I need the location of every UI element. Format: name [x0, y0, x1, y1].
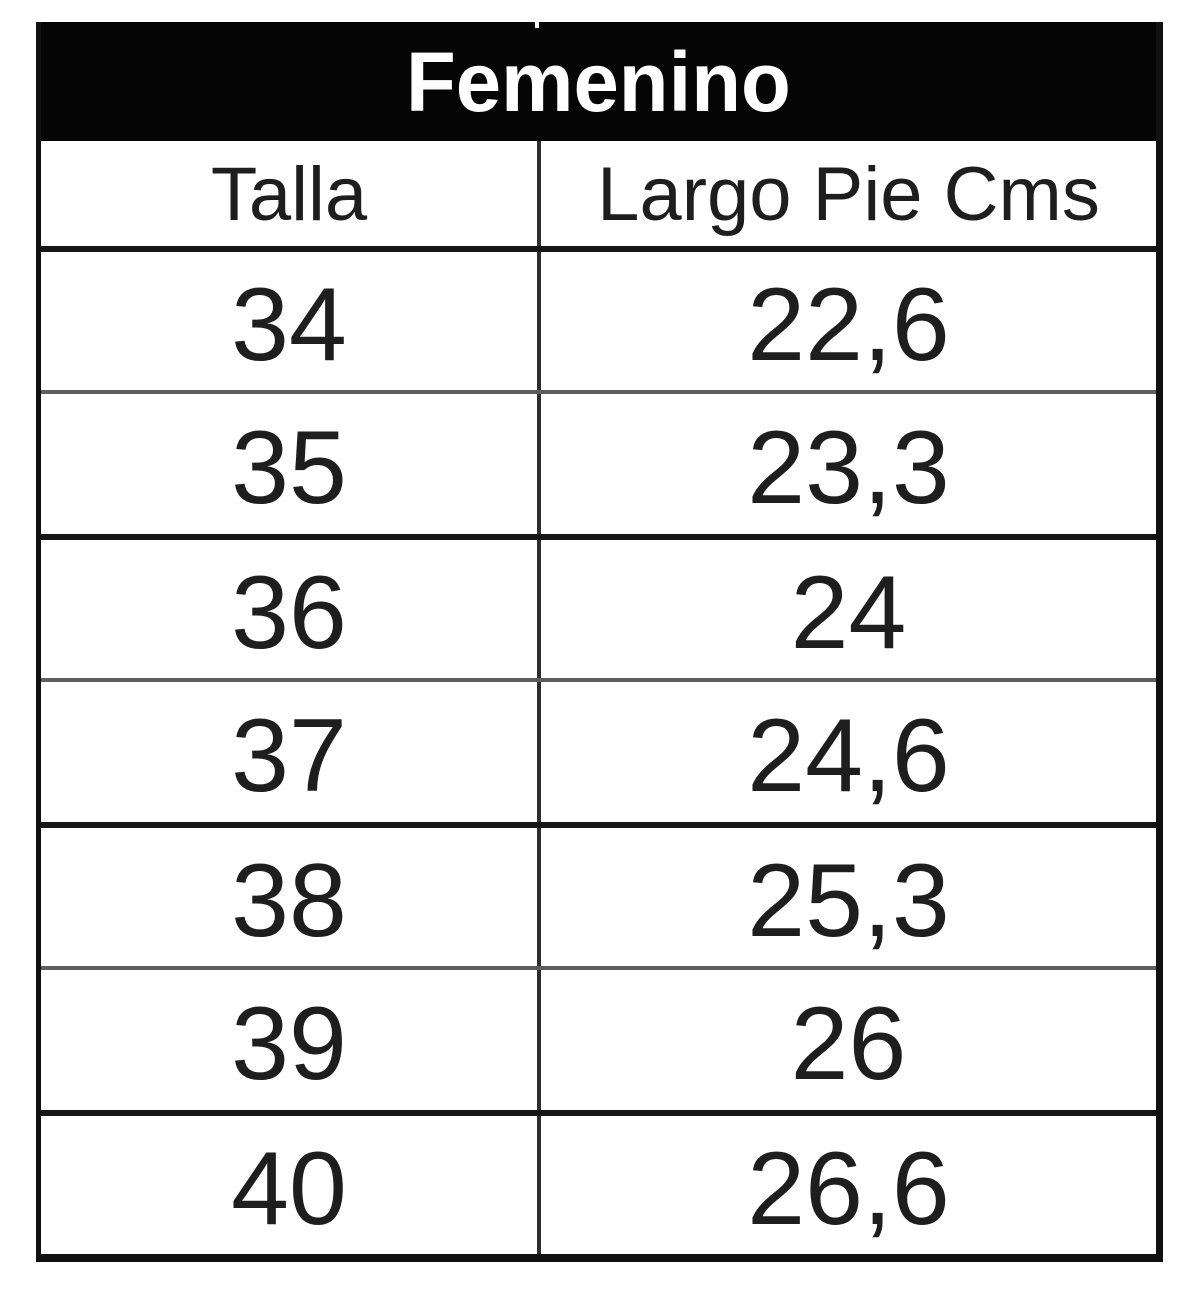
talla-cell: 35 [41, 394, 541, 534]
largo-pie-cms-cell: 26,6 [747, 1131, 950, 1247]
table-row: 35 23,3 [41, 390, 1156, 534]
talla-cell: 38 [41, 828, 541, 966]
largo-pie-cms-cell: 25,3 [747, 843, 950, 959]
talla-cell: 37 [41, 682, 541, 822]
largo-pie-cms-cell: 24 [790, 555, 907, 671]
table-body: 34 22,6 35 23,3 36 24 37 24,6 38 25,3 39 26 40 26,6 [41, 246, 1156, 1254]
column-header-largo-pie-cms: Largo Pie Cms [597, 151, 1100, 237]
size-chart-table: Femenino Talla Largo Pie Cms 34 22,6 35 23,… [36, 22, 1163, 1262]
talla-cell: 40 [41, 1116, 541, 1254]
table-row: 34 22,6 [41, 246, 1156, 390]
talla-cell: 39 [41, 970, 541, 1110]
largo-pie-cms-cell: 23,3 [747, 410, 950, 526]
largo-pie-cms-cell: 24,6 [747, 698, 950, 814]
table-row: 39 26 [41, 966, 1156, 1110]
table-row: 36 24 [41, 534, 1156, 678]
table-title-band: Femenino [41, 22, 1156, 141]
largo-pie-cms-cell: 26 [790, 986, 907, 1102]
title-band-notch [535, 22, 539, 28]
table-row: 40 26,6 [41, 1110, 1156, 1254]
table-row: 37 24,6 [41, 678, 1156, 822]
column-header-talla: Talla [41, 141, 541, 246]
largo-pie-cms-cell: 22,6 [747, 267, 950, 383]
talla-cell: 34 [41, 252, 541, 390]
talla-cell: 36 [41, 540, 541, 678]
table-title: Femenino [406, 34, 791, 129]
table-row: 38 25,3 [41, 822, 1156, 966]
header-row: Talla Largo Pie Cms [41, 141, 1156, 246]
